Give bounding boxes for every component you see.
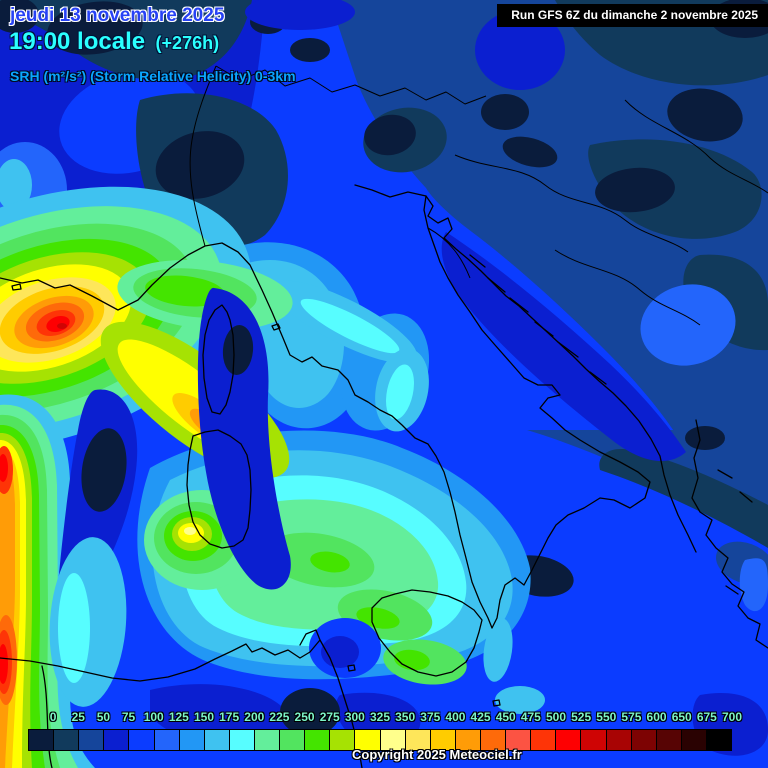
color-scale-cell [405,730,431,750]
color-scale-cell [455,730,481,750]
color-scale-cell [330,730,356,750]
color-scale-tick-label: 600 [646,710,667,724]
color-scale-cell [129,730,155,750]
color-scale-cell [631,730,657,750]
color-scale-tick-label: 200 [244,710,265,724]
color-scale-tick-label: 400 [445,710,466,724]
color-scale-cell [606,730,632,750]
parameter-label: SRH (m²/s²) (Storm Relative Helicity) 0-… [10,68,296,84]
color-scale-cell [229,730,255,750]
color-scale-cell [706,730,732,750]
color-scale-cell [154,730,180,750]
color-scale-tick-label: 500 [545,710,567,724]
color-scale-tick-label: 50 [96,710,111,724]
color-scale-tick-label: 525 [571,710,592,724]
color-scale-tick-label: 275 [319,710,340,724]
color-scale-cell [305,730,331,750]
coastlines [0,184,768,768]
color-scale-tick-labels: 0 25 50 75 100 125 150 175 200 225 250 275 300 325 350… [28,710,742,727]
color-scale-tick-label: 325 [369,710,391,724]
color-scale-cell [506,730,532,750]
color-scale-tick-label: 675 [696,710,717,724]
color-scale-cell [480,730,507,750]
model-run-info: Run GFS 6Z du dimanche 2 novembre 2025 [497,4,768,27]
color-scale-tick-label: 125 [168,710,189,724]
color-scale-cell [54,730,80,750]
country-borders [189,65,768,326]
color-scale-cell [204,730,230,750]
color-scale-tick-label: 650 [671,710,692,724]
color-scale-tick-label: 225 [269,710,290,724]
color-scale-cell [556,730,582,750]
srh-color-scale: 0 25 50 75 100 125 150 175 200 225 250 275 300 325 350… [28,710,742,752]
forecast-date: jeudi 13 novembre 2025 [10,5,225,26]
color-scale-tick-label: 150 [193,710,215,724]
color-scale-tick-label: 250 [294,710,315,724]
forecast-local-time: 19:00 locale [9,28,146,55]
color-scale-cell [430,730,456,750]
color-scale-tick-label: 75 [121,710,136,724]
copyright-notice: Copyright 2025 Meteociel.fr [352,747,522,762]
color-scale-cell [656,730,682,750]
color-scale-cell [104,730,130,750]
color-scale-tick-label: 575 [621,710,642,724]
color-scale-tick-label: 425 [470,710,491,724]
color-scale-cell [280,730,306,750]
color-scale-cell [254,730,281,750]
color-scale-cell [681,730,707,750]
color-scale-tick-label: 550 [596,710,617,724]
color-scale-tick-label: 375 [420,710,441,724]
color-scale-cell [380,730,406,750]
color-scale-cell [179,730,205,750]
color-scale-cell [29,730,55,750]
color-scale-cell [355,730,381,750]
color-scale-tick-label: 300 [344,710,365,724]
color-scale-tick-label: 350 [395,710,416,724]
color-scale-swatches [28,729,732,751]
forecast-hour-offset: (+276h) [155,33,220,53]
color-scale-tick-label: 25 [71,710,85,724]
color-scale-tick-label: 450 [495,710,516,724]
color-scale-tick-label: 175 [219,710,240,724]
color-scale-cell [79,730,105,750]
color-scale-tick-label: 475 [520,710,541,724]
color-scale-cell [581,730,607,750]
color-scale-tick-label: 700 [721,710,743,724]
color-scale-cell [531,730,557,750]
forecast-time-row: 19:00 locale (+276h) [9,28,219,56]
color-scale-tick-label: 100 [143,710,164,724]
color-scale-tick-label: 0 [49,710,57,724]
